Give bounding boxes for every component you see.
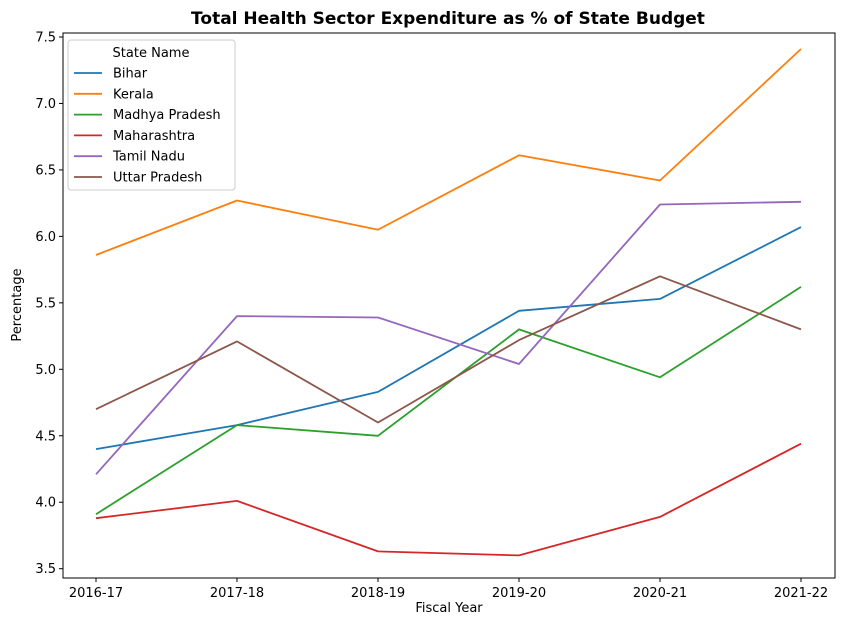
series-lines [95,48,802,557]
legend-label-madhya-pradesh: Madhya Pradesh [113,108,221,123]
legend-label-bihar: Bihar [113,67,148,82]
chart-title: Total Health Sector Expenditure as % of … [191,9,705,29]
plot-area [62,32,836,579]
y-tick-label: 4.0 [35,496,56,511]
y-tick-label: 5.0 [35,363,56,378]
y-axis: 3.5 4.0 4.5 5.0 5.5 6.0 6.5 7.0 7.5 [35,30,63,577]
series-line-kerala [95,48,802,256]
y-tick-label: 7.5 [35,30,56,45]
legend-label-tamil-nadu: Tamil Nadu [112,150,185,165]
x-tick-label: 2016-17 [69,586,123,601]
x-axis-label: Fiscal Year [415,601,483,616]
x-tick-label: 2017-18 [210,586,264,601]
x-tick-label: 2021-22 [774,586,828,601]
series-line-tamil-nadu [95,200,802,475]
y-tick-label: 5.5 [35,296,56,311]
y-axis-label: Percentage [10,268,25,341]
y-tick-label: 7.0 [35,97,56,112]
legend-title: State Name [113,46,190,61]
legend-box [67,39,236,191]
y-tick-label: 4.5 [35,429,56,444]
legend-label-uttar-pradesh: Uttar Pradesh [113,171,202,186]
x-axis: 2016-17 2017-18 2018-19 2019-20 2020-21 2021-… [69,578,828,601]
legend: State Name Bihar Kerala Madhya Pradesh Maha… [67,39,236,191]
legend-label-maharashtra: Maharashtra [113,129,195,144]
series-line-bihar [95,226,802,450]
y-tick-label: 6.0 [35,230,56,245]
series-line-uttar-pradesh [95,275,802,424]
x-tick-label: 2020-21 [633,586,687,601]
legend-label-kerala: Kerala [113,87,154,102]
y-tick-label: 6.5 [35,163,56,178]
x-tick-label: 2018-19 [351,586,405,601]
x-tick-label: 2019-20 [492,586,546,601]
y-tick-label: 3.5 [35,562,56,577]
series-line-madhya-pradesh [95,286,802,515]
legend-items: Bihar Kerala Madhya Pradesh Maharashtra Tami… [74,67,221,186]
series-line-maharashtra [95,442,802,557]
